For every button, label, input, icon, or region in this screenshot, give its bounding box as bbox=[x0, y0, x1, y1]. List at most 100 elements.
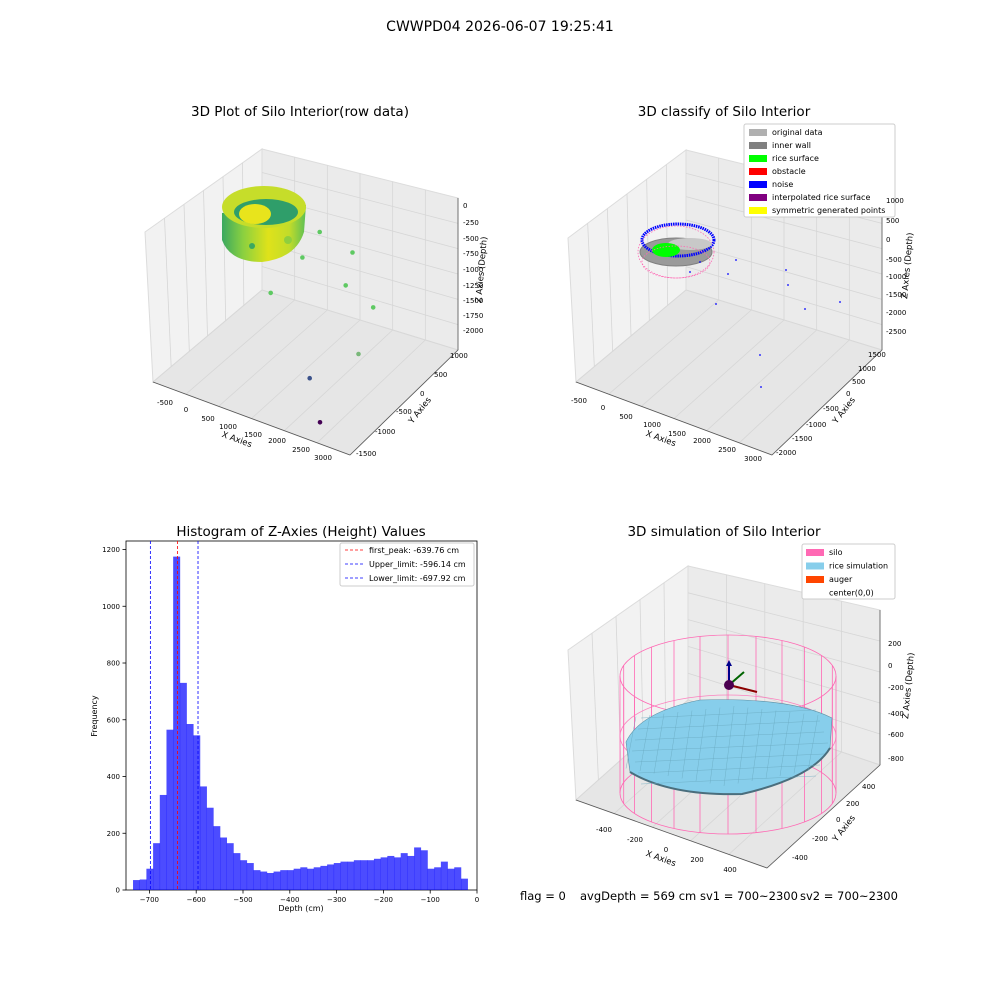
z-tick-label: -2000 bbox=[886, 309, 906, 317]
legend-label: original data bbox=[772, 128, 823, 137]
y-tick-label: 0 bbox=[846, 390, 850, 398]
x-axis-label: Depth (cm) bbox=[278, 904, 323, 913]
y-tick-label: -1000 bbox=[806, 421, 826, 429]
grid-line bbox=[665, 164, 669, 306]
x-tick-label: 0 bbox=[184, 406, 188, 414]
y-tick-label: 500 bbox=[434, 371, 447, 379]
legend-swatch bbox=[749, 142, 767, 149]
histogram-bar bbox=[454, 867, 462, 890]
grid-line bbox=[685, 266, 883, 326]
x-tick-label: 500 bbox=[619, 413, 632, 421]
grid-line bbox=[587, 223, 595, 367]
noise-point bbox=[804, 308, 806, 310]
y-tick-label: 600 bbox=[107, 716, 120, 724]
noise-point bbox=[787, 284, 789, 286]
histogram-bar bbox=[179, 682, 187, 890]
y-tick-label: 0 bbox=[836, 816, 840, 824]
z-tick-label: 200 bbox=[888, 640, 901, 648]
mesh-line bbox=[751, 708, 763, 782]
histogram-bar bbox=[414, 847, 422, 890]
y-tick-label: 500 bbox=[852, 378, 865, 386]
mesh-line bbox=[793, 713, 805, 774]
mesh-line bbox=[737, 707, 749, 784]
outlier-point bbox=[350, 250, 355, 255]
mesh-line bbox=[637, 720, 821, 730]
legend-label: silo bbox=[829, 548, 843, 557]
y-tick-label: 1500 bbox=[868, 351, 886, 359]
histogram-bar bbox=[226, 843, 234, 890]
y-tick-label: -500 bbox=[823, 405, 839, 413]
noise-ring bbox=[640, 222, 716, 258]
histogram-bar bbox=[380, 857, 388, 890]
z-tick-label: -1000 bbox=[886, 273, 906, 281]
legend-histogram: first_peak: -639.76 cm Upper_limit: -596.… bbox=[339, 542, 475, 587]
histogram-bar bbox=[307, 868, 315, 890]
rice-simulation-surface bbox=[625, 699, 833, 796]
grid-line bbox=[251, 319, 361, 419]
panel-raw-data: 3D Plot of Silo Interior(row data) -500 … bbox=[144, 104, 490, 462]
histogram-bar bbox=[400, 853, 408, 890]
histogram-bar bbox=[407, 855, 415, 890]
x-axis-line bbox=[575, 799, 768, 869]
z-tick-label: -500 bbox=[463, 235, 479, 243]
grid-line bbox=[673, 319, 785, 419]
x-tick-label: 0 bbox=[601, 404, 605, 412]
x-axis-line bbox=[152, 381, 351, 456]
histogram-bar bbox=[173, 556, 181, 890]
legend-label: obstacle bbox=[772, 167, 806, 176]
x-tick-label: 2000 bbox=[693, 437, 711, 445]
z-ticks-classify: 1000 500 0 -500 -1000 -1500 -2000 -2500 bbox=[886, 197, 906, 336]
x-tick-label: -500 bbox=[157, 399, 173, 407]
interpolated-surface-ring bbox=[641, 245, 711, 279]
z-tick-label: 0 bbox=[888, 662, 892, 670]
grid-line bbox=[639, 599, 644, 741]
legend-swatch bbox=[749, 181, 767, 188]
mesh-line bbox=[634, 753, 825, 763]
z-tick-label: -750 bbox=[463, 250, 479, 258]
rice-surface-points bbox=[652, 243, 680, 257]
mesh-line bbox=[631, 742, 829, 752]
legend-items: first_peak: -639.76 cm Upper_limit: -596.… bbox=[345, 546, 466, 583]
noise-point bbox=[715, 303, 717, 305]
outlier-point bbox=[300, 255, 305, 260]
mesh-line bbox=[695, 708, 707, 782]
z-tick-label: -250 bbox=[463, 219, 479, 227]
y-ticks-raw: -1500 -1000 -500 0 500 1000 bbox=[356, 352, 468, 458]
mesh-line bbox=[634, 731, 825, 741]
grid-line bbox=[687, 592, 881, 642]
x-tick-label: −600 bbox=[187, 896, 206, 904]
legend-box bbox=[339, 542, 475, 587]
histogram-bar bbox=[447, 868, 455, 890]
grid-line bbox=[316, 339, 426, 444]
z-tick-label: -1500 bbox=[463, 297, 483, 305]
noise-point bbox=[759, 354, 761, 356]
mesh-line bbox=[637, 764, 821, 774]
noise-point bbox=[689, 271, 691, 273]
y-axis-line bbox=[766, 764, 881, 869]
z-axis-label: Z Axies (Depth) bbox=[901, 652, 917, 719]
y-tick-label: 200 bbox=[107, 830, 120, 838]
mesh-line bbox=[653, 713, 665, 774]
figure-suptitle: CWWPD04 2026-06-07 19:25:41 bbox=[386, 19, 614, 35]
legend-label: Lower_limit: -697.92 cm bbox=[369, 574, 466, 583]
noise-point bbox=[727, 273, 729, 275]
avg-depth-text: avgDepth = 569 cm bbox=[580, 889, 696, 903]
legend-items: silo rice simulation auger center(0,0) bbox=[806, 548, 888, 598]
legend-label: auger bbox=[829, 575, 853, 584]
histogram-bar bbox=[440, 861, 448, 890]
x-tick-label: 200 bbox=[690, 856, 703, 864]
legend-label: noise bbox=[772, 180, 793, 189]
x-tick-label: 2000 bbox=[268, 437, 286, 445]
y-tick-label: 200 bbox=[846, 800, 859, 808]
x-tick-label: -500 bbox=[571, 397, 587, 405]
grid-line bbox=[626, 193, 632, 337]
histogram-bar bbox=[193, 735, 201, 890]
inner-wall-band bbox=[668, 238, 712, 250]
silo-point-cloud bbox=[222, 186, 306, 262]
histogram-bar bbox=[159, 794, 167, 890]
mesh-line bbox=[625, 716, 637, 769]
status-footer: flag = 0 avgDepth = 569 cm sv1 = 700~230… bbox=[520, 889, 898, 903]
z-tick-label: 0 bbox=[463, 202, 467, 210]
panel-simulation: 3D simulation of Silo Interior bbox=[567, 524, 917, 874]
histogram-bar bbox=[280, 870, 288, 890]
